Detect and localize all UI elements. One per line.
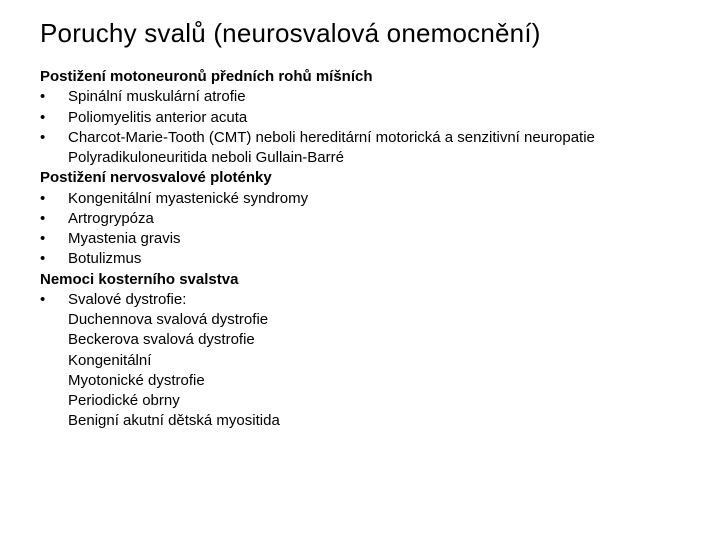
- sub-list-item: Kongenitální: [68, 351, 692, 371]
- list-item: • Svalové dystrofie:: [40, 290, 692, 310]
- list-item-text: Poliomyelitis anterior acuta: [68, 108, 692, 128]
- bullet-icon: •: [40, 229, 68, 249]
- bullet-icon: •: [40, 209, 68, 229]
- list-item-text: Botulizmus: [68, 249, 692, 269]
- slide: Poruchy svalů (neurosvalová onemocnění) …: [0, 0, 720, 540]
- list-item-text: Myastenia gravis: [68, 229, 692, 249]
- list-item: • Charcot-Marie-Tooth (CMT) neboli hered…: [40, 128, 692, 169]
- bullet-icon: •: [40, 128, 68, 148]
- sub-list: Duchennova svalová dystrofie Beckerova s…: [40, 310, 692, 432]
- section-heading-3: Nemoci kosterního svalstva: [40, 270, 692, 290]
- section-heading-2: Postižení nervosvalové ploténky: [40, 168, 692, 188]
- list-item-text: Artrogrypóza: [68, 209, 692, 229]
- list-item: • Myastenia gravis: [40, 229, 692, 249]
- bullet-icon: •: [40, 108, 68, 128]
- list-item-text: Spinální muskulární atrofie: [68, 87, 692, 107]
- list-item: • Poliomyelitis anterior acuta: [40, 108, 692, 128]
- slide-body: Postižení motoneuronů předních rohů míšn…: [40, 67, 692, 432]
- sub-list-item: Periodické obrny: [68, 391, 692, 411]
- bullet-icon: •: [40, 189, 68, 209]
- sub-list-item: Myotonické dystrofie: [68, 371, 692, 391]
- section-heading-1: Postižení motoneuronů předních rohů míšn…: [40, 67, 692, 87]
- sub-list-item: Benigní akutní dětská myositida: [68, 411, 692, 431]
- slide-title: Poruchy svalů (neurosvalová onemocnění): [40, 18, 692, 49]
- list-item-text: Kongenitální myastenické syndromy: [68, 189, 692, 209]
- list-item: • Kongenitální myastenické syndromy: [40, 189, 692, 209]
- bullet-icon: •: [40, 87, 68, 107]
- bullet-icon: •: [40, 290, 68, 310]
- list-item: • Botulizmus: [40, 249, 692, 269]
- sub-list-item: Beckerova svalová dystrofie: [68, 330, 692, 350]
- list-item: • Artrogrypóza: [40, 209, 692, 229]
- bullet-icon: •: [40, 249, 68, 269]
- sub-list-item: Duchennova svalová dystrofie: [68, 310, 692, 330]
- list-item-text: Charcot-Marie-Tooth (CMT) neboli heredit…: [68, 128, 692, 169]
- list-item: • Spinální muskulární atrofie: [40, 87, 692, 107]
- list-item-text: Svalové dystrofie:: [68, 290, 692, 310]
